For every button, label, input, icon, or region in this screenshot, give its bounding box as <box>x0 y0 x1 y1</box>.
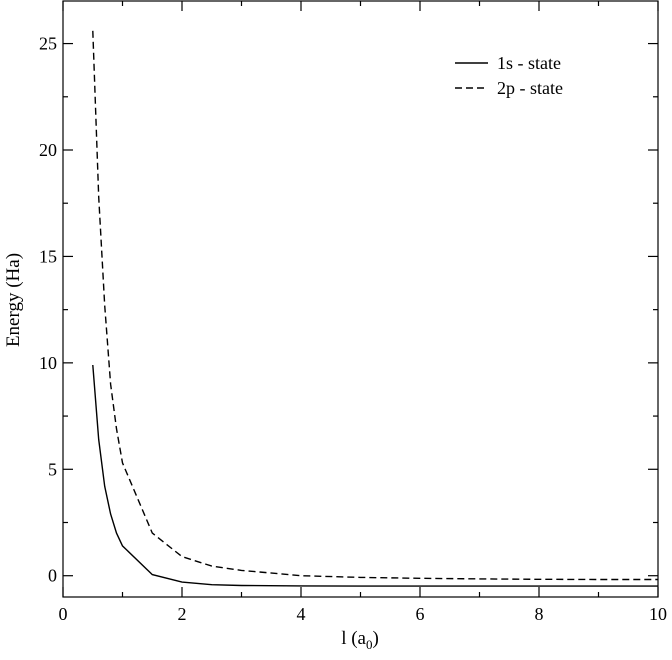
x-tick-label: 6 <box>416 604 425 624</box>
x-tick-label: 10 <box>649 604 667 624</box>
x-tick-label: 4 <box>297 604 306 624</box>
series-line-1 <box>92 364 658 587</box>
x-axis-label: l (a0) <box>341 628 379 652</box>
x-tick-label: 2 <box>178 604 187 624</box>
series-line-2 <box>92 30 658 581</box>
y-tick-label: 15 <box>39 246 57 266</box>
x-axis-label-main: l (a <box>341 628 366 649</box>
x-axis-label-close: ) <box>372 628 378 649</box>
legend: 1s - state 2p - state <box>455 53 563 98</box>
y-tick-label: 20 <box>39 140 57 160</box>
legend-label: 2p - state <box>497 78 563 98</box>
x-tick-label: 8 <box>535 604 544 624</box>
series-layer <box>92 30 658 587</box>
y-tick-label: 5 <box>48 459 57 479</box>
y-axis-ticks: 0 5 10 15 20 25 <box>39 34 658 586</box>
x-tick-label: 0 <box>59 604 68 624</box>
x-axis-ticks: 0 2 4 6 8 10 <box>59 1 667 624</box>
y-tick-label: 25 <box>39 34 57 54</box>
y-tick-label: 10 <box>39 353 57 373</box>
y-axis-label: Energy (Ha) <box>3 253 24 347</box>
legend-label: 1s - state <box>497 53 561 73</box>
plot-frame <box>62 0 659 598</box>
x-axis-label-subscript: 0 <box>366 637 373 652</box>
y-tick-label: 0 <box>48 566 57 586</box>
